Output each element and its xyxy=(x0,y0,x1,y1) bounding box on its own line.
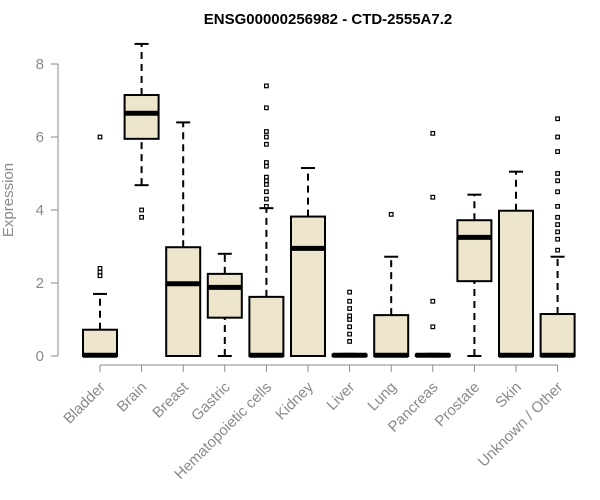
x-tick-label: Brain xyxy=(114,379,151,416)
box-iqr xyxy=(456,219,493,283)
y-axis: 0 2 4 6 8 xyxy=(36,56,59,365)
outlier-point xyxy=(555,229,560,235)
box-iqr xyxy=(539,313,576,357)
outlier-point xyxy=(347,339,352,344)
outlier-point xyxy=(264,196,269,202)
box-0 xyxy=(82,134,118,358)
box-iqr xyxy=(373,314,410,357)
outlier-point xyxy=(347,313,352,319)
box-2 xyxy=(165,121,202,357)
y-tick-label: 4 xyxy=(36,202,44,219)
x-tick-label: Breast xyxy=(149,378,192,421)
box-7 xyxy=(373,211,410,358)
outlier-point xyxy=(555,178,560,184)
outlier-point xyxy=(264,203,269,209)
outlier-point xyxy=(555,189,560,195)
outlier-point xyxy=(555,236,560,242)
outlier-point xyxy=(555,116,560,122)
box-iqr xyxy=(82,328,118,358)
outlier-point xyxy=(264,160,269,165)
box-6 xyxy=(331,289,368,358)
outlier-point xyxy=(388,211,394,217)
outlier-point xyxy=(555,214,560,220)
y-tick-label: 8 xyxy=(36,56,44,73)
outlier-point xyxy=(347,298,352,304)
box-iqr xyxy=(290,215,326,357)
outlier-point xyxy=(430,298,436,304)
outlier-point xyxy=(430,324,436,330)
outlier-point xyxy=(264,83,269,89)
box-5 xyxy=(290,167,326,357)
outlier-point xyxy=(555,222,560,228)
box-iqr xyxy=(206,272,243,319)
y-axis-label: Expression xyxy=(0,163,17,237)
box-9 xyxy=(456,193,493,357)
box-iqr xyxy=(498,209,534,357)
y-tick-label: 2 xyxy=(36,275,44,292)
outlier-point xyxy=(347,289,352,295)
box-3 xyxy=(206,252,243,357)
box-4 xyxy=(248,83,285,358)
outlier-point xyxy=(264,174,269,180)
box-1 xyxy=(123,42,160,220)
outlier-point xyxy=(347,324,352,330)
outlier-point xyxy=(97,134,103,140)
outlier-point xyxy=(97,266,103,271)
outlier-point xyxy=(555,149,560,155)
outlier-point xyxy=(430,130,436,136)
outlier-point xyxy=(430,194,436,200)
outlier-point xyxy=(555,134,560,140)
outlier-point xyxy=(139,207,145,213)
box-iqr xyxy=(248,295,285,357)
plot-area xyxy=(82,42,576,358)
box-10 xyxy=(498,170,534,358)
outlier-point xyxy=(264,129,269,134)
outlier-point xyxy=(555,203,560,209)
x-tick-label: Prostate xyxy=(432,379,484,431)
chart-title: ENSG00000256982 - CTD-2555A7.2 xyxy=(204,11,452,28)
x-tick-label: Kidney xyxy=(272,378,317,423)
outlier-point xyxy=(264,105,269,111)
box-8 xyxy=(414,130,451,358)
outlier-point xyxy=(264,189,269,195)
x-tick-label: Skin xyxy=(492,379,525,412)
outlier-point xyxy=(347,331,352,337)
outlier-point xyxy=(555,247,560,253)
x-tick-label: Bladder xyxy=(60,379,109,428)
box-iqr xyxy=(123,94,160,140)
x-tick-label: Liver xyxy=(323,379,358,414)
outlier-point xyxy=(555,171,560,176)
x-tick-label: Lung xyxy=(364,379,400,415)
y-tick-label: 0 xyxy=(36,348,44,365)
outlier-point xyxy=(264,134,269,140)
outlier-point xyxy=(347,306,352,311)
outlier-point xyxy=(264,141,269,147)
box-11 xyxy=(539,116,576,358)
y-tick-label: 6 xyxy=(36,129,44,146)
box-iqr xyxy=(165,246,202,357)
outlier-point xyxy=(139,214,145,220)
